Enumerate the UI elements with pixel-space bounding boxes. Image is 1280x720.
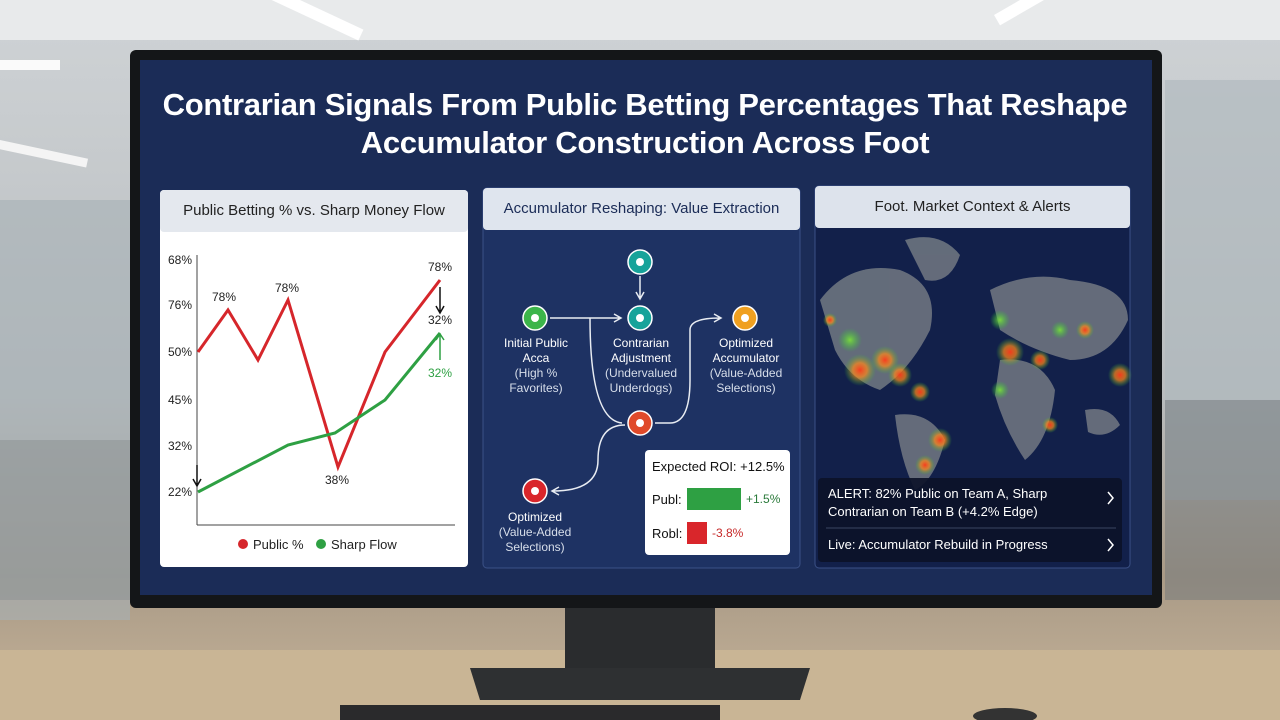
legend-swatch [238,539,248,549]
roi-title: Expected ROI: +12.5% [652,459,785,474]
arrow [435,332,445,360]
line-panel [160,190,468,567]
legend-label: Sharp Flow [331,537,397,552]
flow-node-label: Contrarian Adjustment (Undervalued Underd… [604,336,678,395]
monitor-base [470,668,810,700]
y-label: 50% [168,345,193,359]
arrow [192,465,202,488]
point-label: 32% [427,313,453,327]
chevron[interactable] [1107,491,1114,505]
legend-label: Public % [253,537,304,552]
alert-box [818,478,1122,562]
flow-node-label: Optimized Accumulator (Value-Added Select… [709,336,783,395]
y-label: 22% [168,485,193,499]
flow-node-label: Optimized (Value-Added Selections) [498,510,572,554]
roi-row-value: +1.5% [746,492,781,506]
ceiling [0,0,1280,40]
ceiling-light [0,60,60,70]
dashboard-title: Contrarian Signals From Public Betting P… [162,87,1128,160]
map-panel-title: Foot. Market Context & Alerts [874,198,1071,215]
ceiling-light [0,140,89,168]
alert-text[interactable]: ALERT: 82% Public on Team A, Sharp Contr… [828,486,1048,519]
flow-panel-title: Accumulator Reshaping: Value Extraction [503,200,780,217]
point-label: 38% [324,473,350,487]
mouse [973,708,1037,720]
y-label: 45% [168,393,193,407]
arrow [435,287,445,315]
point-label: 78% [274,281,300,295]
alert-text[interactable]: Live: Accumulator Rebuild in Progress [828,537,1048,552]
point-label: 78% [211,290,237,304]
point-label: 32% [427,366,453,380]
line-panel-title: Public Betting % vs. Sharp Money Flow [183,202,445,219]
y-label: 32% [168,439,193,453]
keyboard [340,705,720,720]
roi-bar [687,522,707,544]
flow-nodes [522,249,758,504]
y-label: 76% [168,298,193,312]
line-panel-header [160,190,468,232]
heat-spots [823,310,1132,475]
roi-row-value: -3.8% [712,526,744,540]
desk-blur [0,440,130,600]
flow-arrows [550,276,723,496]
sharp-line [197,332,442,494]
chevron[interactable] [1107,538,1114,552]
map-panel-header [815,186,1130,228]
chair-blur [1165,400,1280,600]
ceiling-light [994,0,1078,26]
flow-node-label: Initial Public Acca (High % Favorites) [503,336,569,395]
y-label: 68% [168,253,193,267]
public-line [196,279,442,472]
point-label: 78% [427,260,453,274]
ceiling-light [258,0,364,41]
roi-row-label: Robl: [652,526,683,541]
roi-row-label: Publ: [652,492,682,507]
flow-panel-header [483,188,800,230]
legend-swatch [316,539,326,549]
roi-bar [687,488,741,510]
monitor-neck [565,600,715,670]
